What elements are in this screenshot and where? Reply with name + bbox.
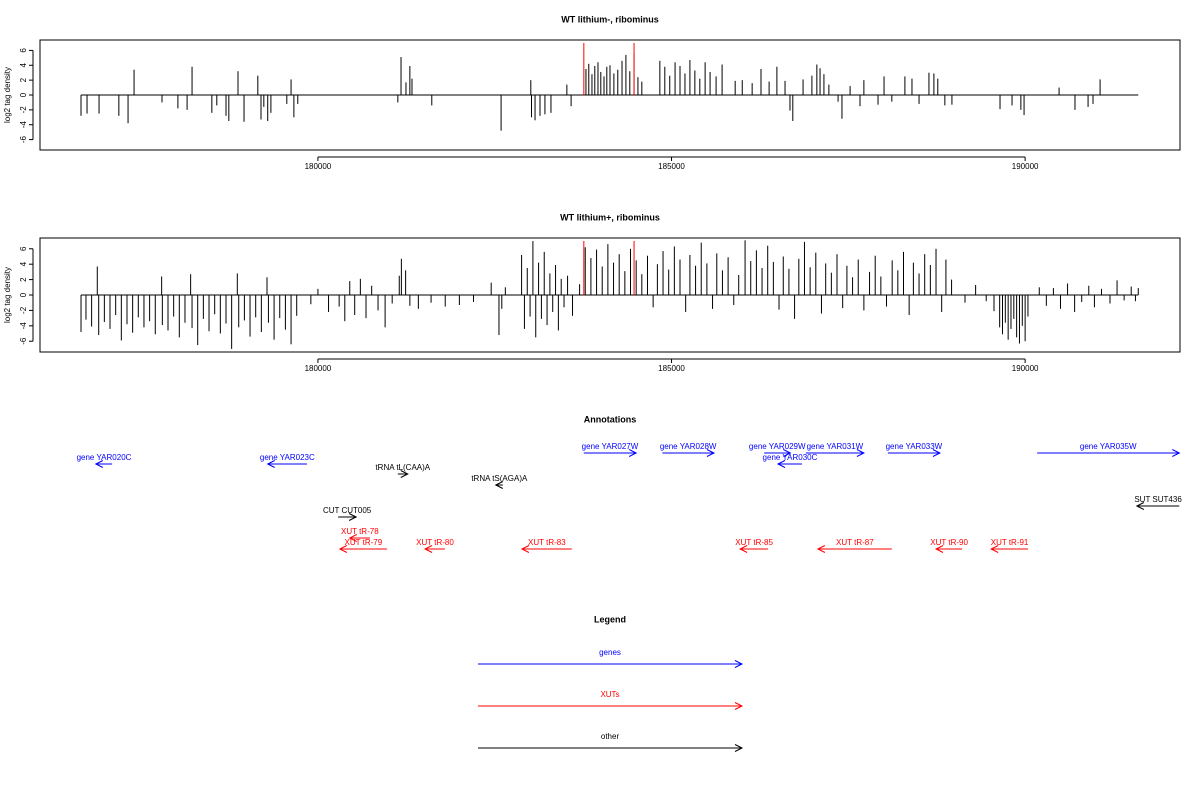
feature-label: SUT SUT436 <box>1134 495 1182 504</box>
feature-label: gene YAR035W <box>1080 442 1137 451</box>
feature-label: XUT tR-80 <box>416 538 454 547</box>
y-axis-label: log2 tag density <box>3 67 12 123</box>
arrow-head <box>776 460 786 468</box>
legend-label: genes <box>599 648 621 657</box>
feature-label: XUT tR-87 <box>836 538 874 547</box>
y-tick-label: -4 <box>19 322 28 330</box>
arrow-head <box>338 545 348 553</box>
annotations-title: Annotations <box>584 414 637 424</box>
arrow-head <box>423 545 433 553</box>
x-tick-label: 190000 <box>1012 162 1039 171</box>
y-tick-label: -6 <box>19 135 28 143</box>
arrow-head <box>990 545 999 553</box>
y-tick-label: 2 <box>19 277 28 282</box>
y-tick-label: -2 <box>19 306 28 314</box>
x-tick-label: 180000 <box>305 162 332 171</box>
feature-label: XUT tR-79 <box>345 538 383 547</box>
arrow-head <box>266 460 275 468</box>
feature-label: XUT tR-90 <box>930 538 968 547</box>
y-tick-label: -6 <box>19 337 28 345</box>
feature-label: gene YAR030C <box>763 453 818 462</box>
arrow-head <box>1135 502 1145 510</box>
y-axis-label: log2 tag density <box>3 267 12 323</box>
legend-title: Legend <box>594 614 626 624</box>
arrow-head <box>856 449 866 457</box>
feature-label: tRNA tL(CAA)A <box>375 463 430 472</box>
arrow-head <box>1172 449 1181 457</box>
x-tick-label: 185000 <box>658 364 685 373</box>
y-tick-label: 4 <box>19 261 28 266</box>
y-tick-label: 6 <box>19 48 28 53</box>
y-tick-label: 0 <box>19 92 28 97</box>
feature-label: gene YAR027W <box>582 442 639 451</box>
arrow-head <box>734 702 744 710</box>
arrow-head <box>932 449 942 457</box>
feature-label: XUT tR-78 <box>341 527 379 536</box>
x-tick-label: 180000 <box>305 364 332 373</box>
arrow-head <box>94 460 104 468</box>
arrow-head <box>706 449 716 457</box>
arrow-head <box>734 660 744 668</box>
arrow-head <box>348 534 357 542</box>
arrow-head <box>739 545 748 553</box>
y-tick-label: -2 <box>19 106 28 114</box>
chart-title: WT lithium+, ribominus <box>560 212 660 222</box>
feature-label: gene YAR029W <box>749 442 806 451</box>
x-tick-label: 185000 <box>658 162 685 171</box>
feature-label: gene YAR023C <box>260 453 315 462</box>
plot-frame <box>39 237 1181 353</box>
feature-label: gene YAR028W <box>660 442 717 451</box>
arrow-head <box>400 470 409 478</box>
arrow-head <box>934 545 944 553</box>
feature-label: tRNA tS(AGA)A <box>471 474 528 483</box>
feature-label: CUT CUT005 <box>323 506 372 515</box>
feature-label: gene YAR033W <box>886 442 943 451</box>
feature-label: gene YAR031W <box>807 442 864 451</box>
y-tick-label: 4 <box>19 62 28 67</box>
feature-label: XUT tR-83 <box>528 538 566 547</box>
feature-label: XUT tR-91 <box>991 538 1029 547</box>
arrow-head <box>816 545 826 553</box>
legend-label: other <box>601 732 620 741</box>
y-tick-label: 2 <box>19 77 28 82</box>
arrow-head <box>734 744 744 752</box>
x-tick-label: 190000 <box>1012 364 1039 373</box>
y-tick-label: -4 <box>19 121 28 129</box>
arrow-head <box>494 481 504 489</box>
arrow-head <box>348 513 358 521</box>
y-tick-label: 6 <box>19 246 28 251</box>
feature-label: gene YAR020C <box>77 453 132 462</box>
arrow-head <box>628 449 638 457</box>
arrow-head <box>783 449 792 457</box>
legend-label: XUTs <box>600 690 619 699</box>
plot-frame <box>39 39 1181 151</box>
chart-title: WT lithium-, ribominus <box>561 14 659 24</box>
y-tick-label: 0 <box>19 292 28 297</box>
arrow-head <box>520 545 530 553</box>
feature-label: XUT tR-85 <box>735 538 773 547</box>
